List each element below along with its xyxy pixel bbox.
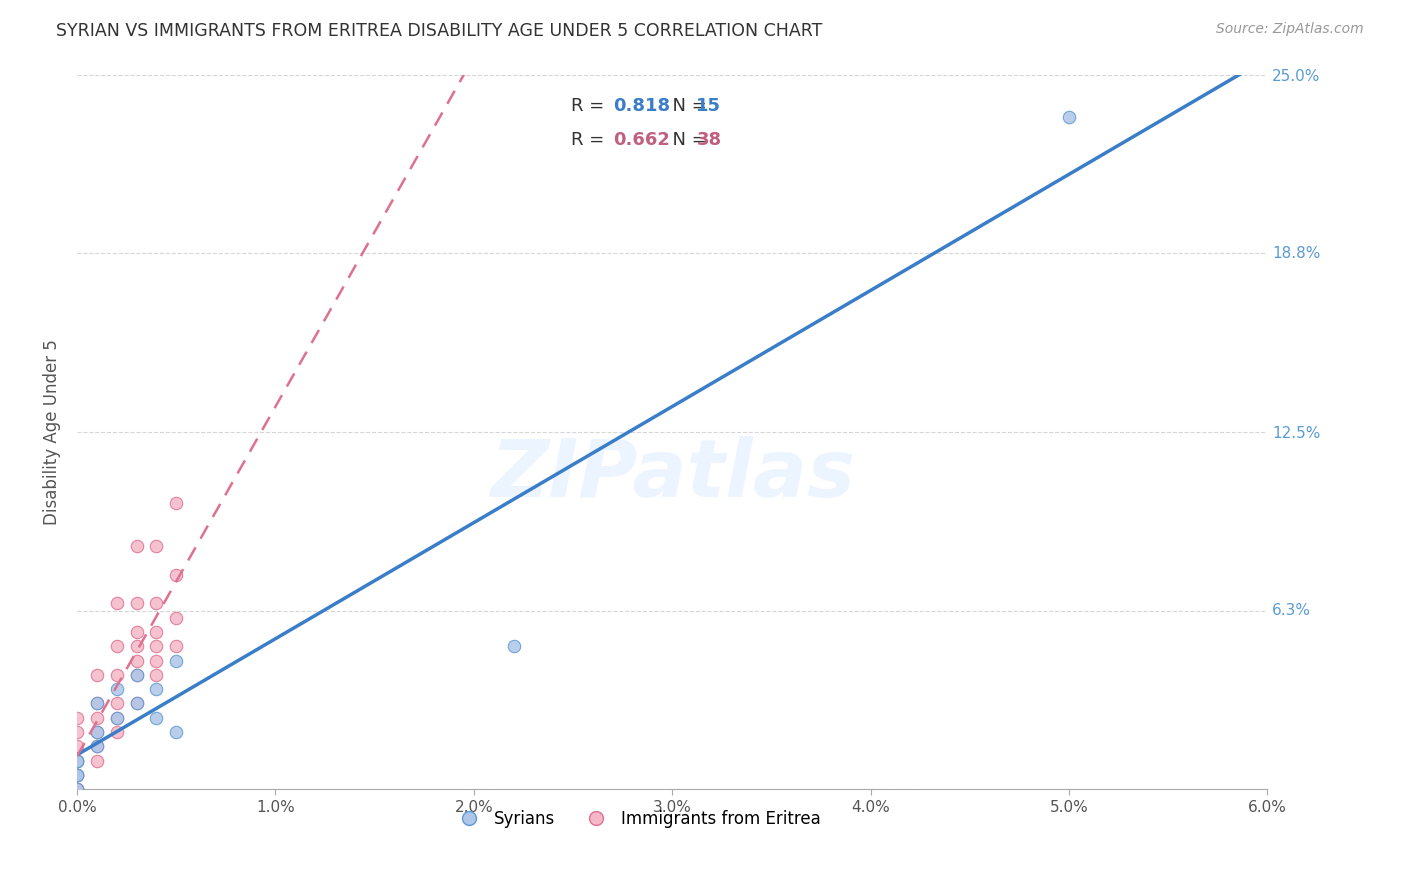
Point [86,739,108,754]
Text: 15: 15 [696,97,721,115]
Point [165,496,187,510]
Point [105,725,128,739]
Point [145,596,167,610]
Point [145,668,167,682]
Text: Source: ZipAtlas.com: Source: ZipAtlas.com [1216,22,1364,37]
Point [86,739,108,754]
Point [165,610,187,624]
Point [145,711,167,725]
Point [125,625,148,640]
Point [145,654,167,668]
Point [66,768,89,782]
Point [105,640,128,654]
Point [66,739,89,754]
Point [125,539,148,553]
Point [145,682,167,697]
Point [125,668,148,682]
Point [66,782,89,797]
Point [66,782,89,797]
Point [125,640,148,654]
Point [125,697,148,711]
Text: 38: 38 [696,131,721,149]
Point [125,697,148,711]
Point [86,754,108,768]
Text: SYRIAN VS IMMIGRANTS FROM ERITREA DISABILITY AGE UNDER 5 CORRELATION CHART: SYRIAN VS IMMIGRANTS FROM ERITREA DISABI… [56,22,823,40]
Point [105,697,128,711]
Point [502,640,524,654]
Point [125,596,148,610]
Point [1057,111,1080,125]
Point [125,668,148,682]
Text: R =: R = [571,97,610,115]
Point [66,768,89,782]
Point [66,782,89,797]
Legend: Syrians, Immigrants from Eritrea: Syrians, Immigrants from Eritrea [446,803,828,835]
Point [86,711,108,725]
Point [165,654,187,668]
Point [105,668,128,682]
Text: 0.662: 0.662 [613,131,669,149]
Point [145,640,167,654]
Point [105,711,128,725]
Point [66,768,89,782]
Text: ZIPatlas: ZIPatlas [489,436,855,514]
Point [105,711,128,725]
Point [66,768,89,782]
Point [165,640,187,654]
Point [86,725,108,739]
Point [66,754,89,768]
Point [66,754,89,768]
Point [86,668,108,682]
Text: 0.818: 0.818 [613,97,671,115]
Text: R =: R = [571,131,610,149]
Point [66,711,89,725]
Point [86,697,108,711]
Point [66,754,89,768]
Point [66,754,89,768]
Point [145,539,167,553]
Point [86,725,108,739]
Point [125,654,148,668]
Point [165,725,187,739]
Point [86,697,108,711]
Point [165,567,187,582]
Point [145,625,167,640]
Point [105,596,128,610]
Point [105,682,128,697]
Text: N =: N = [661,97,713,115]
Point [66,725,89,739]
Text: N =: N = [661,131,713,149]
Y-axis label: Disability Age Under 5: Disability Age Under 5 [44,339,60,524]
